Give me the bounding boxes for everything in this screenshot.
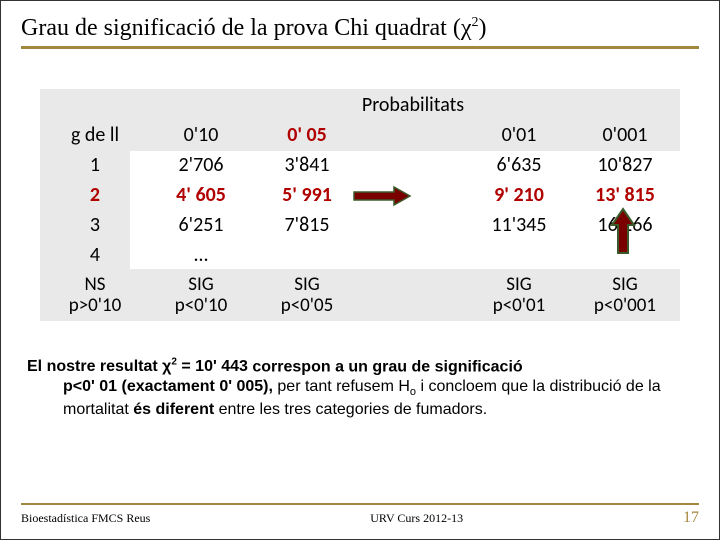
arrow-up-icon (610, 207, 636, 255)
res-t1: El nostre resultat (27, 358, 162, 375)
blank-corner (44, 91, 146, 119)
title-text-pre: Grau de significació de la prova Chi qua… (21, 15, 461, 41)
chi-square-table: Probabilitats g de ll 0'100' 05 0'010'001… (40, 89, 680, 321)
res-chi: χ (162, 358, 171, 375)
table-cell: 4' 605 (150, 181, 252, 209)
chi-symbol: χ (461, 15, 472, 41)
title-sup: 2 (472, 15, 479, 30)
col-header: 0'001 (574, 121, 676, 149)
footer-left: Bioestadística FMCS Reus (21, 511, 150, 526)
table-cell: 7'815 (256, 211, 358, 239)
result-paragraph: El nostre resultat χ2 = 10' 443 correspo… (21, 357, 699, 420)
sig-cell: SIGp<0'001 (574, 271, 676, 319)
row-g-label: 3 (44, 211, 146, 239)
table-cell (362, 211, 464, 239)
col-header (362, 121, 464, 149)
sig-cell: SIGp<0'01 (468, 271, 570, 319)
row-g-label: 2 (44, 181, 146, 209)
page-title: Grau de significació de la prova Chi qua… (21, 15, 699, 42)
table-cell: 2'706 (150, 151, 252, 179)
table-cell: 5' 991 (256, 181, 358, 209)
title-bar: Grau de significació de la prova Chi qua… (21, 15, 699, 49)
table-cell: 10'827 (574, 151, 676, 179)
row-g-label: 1 (44, 151, 146, 179)
col-header: 0'10 (150, 121, 252, 149)
res-t8: entre les tres categories de fumadors. (214, 401, 487, 418)
res-t3b: correspon a un grau de significació (252, 358, 522, 375)
sig-cell: SIGp<0'10 (150, 271, 252, 319)
footer-center: URV Curs 2012-13 (370, 511, 463, 526)
table-cell: 11'345 (468, 211, 570, 239)
arrow-right-icon (352, 185, 412, 207)
res-t4: p<0' 01 (exactament 0' 005), (63, 378, 273, 395)
table-cell (362, 241, 464, 269)
probabilities-header: Probabilitats (150, 91, 676, 119)
table-row: 12'7063'841 6'63510'827 (44, 151, 676, 179)
res-t2: = 10' 443 (177, 358, 248, 375)
table-cell: 6'635 (468, 151, 570, 179)
table-cell (362, 181, 464, 209)
table-row: 24' 6055' 991 9' 21013' 815 (44, 181, 676, 209)
page-number: 17 (683, 509, 699, 527)
table-cell: 9' 210 (468, 181, 570, 209)
table-row: 4… (44, 241, 676, 269)
col-header: 0' 05 (256, 121, 358, 149)
table-cell: 6'251 (150, 211, 252, 239)
table-cell (256, 241, 358, 269)
sig-cell (362, 271, 464, 319)
res-t7: és diferent (133, 401, 214, 418)
row-header-label: g de ll (44, 121, 146, 149)
table-cell (468, 241, 570, 269)
col-header: 0'01 (468, 121, 570, 149)
table-cell: 3'841 (256, 151, 358, 179)
row-g-label: 4 (44, 241, 146, 269)
footer: Bioestadística FMCS Reus URV Curs 2012-1… (21, 503, 699, 527)
table-row: 36'2517'81511'34516'266 (44, 211, 676, 239)
table-cell: … (150, 241, 252, 269)
table-cell: 13' 815 (574, 181, 676, 209)
significance-row: NSp>0'10SIGp<0'10SIGp<0'05 SIGp<0'01SIGp<… (44, 271, 676, 319)
title-text-post: ) (479, 15, 487, 41)
sig-cell: SIGp<0'05 (256, 271, 358, 319)
sig-cell: NSp>0'10 (44, 271, 146, 319)
res-t5: per tant refusem H (273, 378, 410, 395)
table-cell (362, 151, 464, 179)
